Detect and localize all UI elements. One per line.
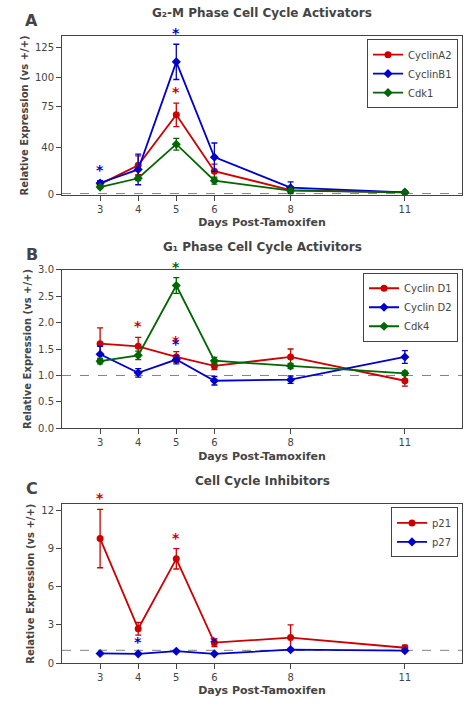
svg-text:100: 100 — [35, 72, 54, 83]
svg-text:6: 6 — [48, 581, 54, 592]
svg-text:3: 3 — [97, 437, 103, 448]
svg-text:3.0: 3.0 — [38, 264, 54, 275]
svg-text:3: 3 — [48, 619, 54, 630]
svg-text:8: 8 — [287, 204, 293, 215]
svg-text:Relative Expression (vs +/+): Relative Expression (vs +/+) — [19, 35, 30, 195]
svg-text:8: 8 — [287, 672, 293, 683]
svg-text:6: 6 — [211, 204, 217, 215]
svg-text:Cyclin D1: Cyclin D1 — [404, 283, 452, 294]
svg-text:Cdk4: Cdk4 — [404, 321, 429, 332]
svg-text:8: 8 — [287, 437, 293, 448]
svg-text:Days Post-Tamoxifen: Days Post-Tamoxifen — [198, 216, 326, 229]
svg-text:*: * — [172, 84, 180, 100]
svg-text:*: * — [134, 318, 142, 334]
svg-text:11: 11 — [398, 204, 411, 215]
svg-text:9: 9 — [48, 543, 54, 554]
svg-text:1.5: 1.5 — [38, 344, 54, 355]
svg-text:2.5: 2.5 — [38, 291, 54, 302]
svg-text:4: 4 — [135, 672, 141, 683]
svg-text:G₂-M Phase Cell Cycle Activato: G₂-M Phase Cell Cycle Activators — [152, 6, 372, 20]
svg-text:Relative Expression (vs +/+): Relative Expression (vs +/+) — [25, 504, 36, 664]
svg-text:Days Post-Tamoxifen: Days Post-Tamoxifen — [198, 684, 326, 697]
svg-text:*: * — [96, 162, 104, 178]
svg-text:0: 0 — [48, 189, 54, 200]
svg-text:5: 5 — [173, 204, 179, 215]
svg-text:2.0: 2.0 — [38, 317, 54, 328]
svg-text:125: 125 — [35, 42, 54, 53]
svg-text:p21: p21 — [432, 518, 451, 529]
svg-text:G₁ Phase Cell Cycle Activitors: G₁ Phase Cell Cycle Activitors — [163, 240, 362, 254]
svg-text:12: 12 — [41, 505, 54, 516]
svg-text:p27: p27 — [432, 537, 451, 548]
svg-text:CyclinB1: CyclinB1 — [408, 69, 452, 80]
svg-text:Cell Cycle Inhibitors: Cell Cycle Inhibitors — [195, 474, 330, 488]
svg-text:A: A — [25, 11, 38, 30]
svg-text:5: 5 — [173, 672, 179, 683]
svg-text:Relative Expression (vs +/+): Relative Expression (vs +/+) — [22, 269, 33, 429]
svg-text:11: 11 — [398, 437, 411, 448]
svg-text:1.0: 1.0 — [38, 370, 54, 381]
svg-text:*: * — [96, 490, 104, 506]
svg-text:*: * — [172, 259, 180, 275]
svg-text:*: * — [172, 530, 180, 546]
svg-text:*: * — [172, 333, 180, 349]
svg-text:*: * — [172, 25, 180, 41]
svg-text:*: * — [134, 634, 142, 650]
svg-text:6: 6 — [211, 672, 217, 683]
svg-text:0.5: 0.5 — [38, 396, 54, 407]
svg-text:5: 5 — [173, 437, 179, 448]
svg-text:4: 4 — [135, 437, 141, 448]
svg-text:0.0: 0.0 — [38, 423, 54, 434]
svg-text:Cdk1: Cdk1 — [408, 88, 433, 99]
svg-text:3: 3 — [97, 672, 103, 683]
svg-text:C: C — [26, 479, 38, 498]
svg-text:0: 0 — [48, 658, 54, 669]
svg-text:*: * — [172, 336, 180, 352]
svg-text:4: 4 — [135, 204, 141, 215]
svg-text:6: 6 — [211, 437, 217, 448]
svg-text:Days Post-Tamoxifen: Days Post-Tamoxifen — [198, 450, 326, 463]
svg-text:75: 75 — [41, 101, 54, 112]
svg-text:CyclinA2: CyclinA2 — [408, 50, 452, 61]
svg-text:40: 40 — [41, 142, 54, 153]
svg-text:Cyclin D2: Cyclin D2 — [404, 302, 452, 313]
svg-text:11: 11 — [398, 672, 411, 683]
svg-text:3: 3 — [97, 204, 103, 215]
svg-text:B: B — [26, 245, 38, 264]
svg-text:*: * — [210, 634, 218, 650]
